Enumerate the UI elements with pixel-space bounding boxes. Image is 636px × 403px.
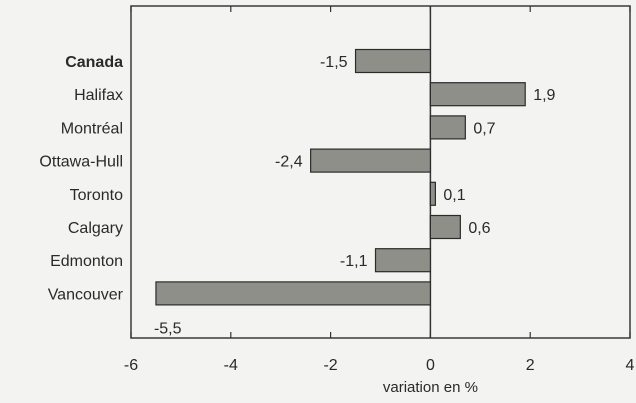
value-label-edmonton: -1,1 — [340, 253, 368, 270]
category-label-toronto: Toronto — [70, 187, 123, 204]
x-tick-label-0: -6 — [124, 357, 138, 374]
value-label-canada: -1,5 — [320, 54, 348, 71]
value-label-halifax: 1,9 — [533, 87, 555, 104]
bar-halifax — [429, 82, 526, 107]
x-tick-label-1: -4 — [224, 357, 238, 374]
value-label-vancouver: -5,5 — [154, 320, 182, 337]
category-label-calgary: Calgary — [68, 220, 123, 237]
bar-ottawa-hull — [310, 148, 432, 173]
category-label-canada: Canada — [65, 54, 123, 71]
x-tick-label-4: 2 — [526, 357, 535, 374]
x-tick-label-5: 4 — [626, 357, 635, 374]
x-tick-label-2: -2 — [323, 357, 337, 374]
bar-edmonton — [374, 248, 432, 273]
category-label-vancouver: Vancouver — [48, 286, 124, 303]
category-label-edmonton: Edmonton — [50, 253, 123, 270]
plot-frame — [130, 5, 631, 339]
category-label-montr-al: Montréal — [61, 120, 123, 137]
bar-calgary — [429, 214, 461, 240]
value-label-ottawa-hull: -2,4 — [275, 154, 303, 171]
bar-toronto — [429, 181, 436, 206]
bar-canada — [354, 48, 431, 74]
bar-montr-al — [429, 115, 466, 140]
value-label-montr-al: 0,7 — [473, 120, 495, 137]
x-axis-label: variation en % — [383, 379, 478, 396]
bar-vancouver — [155, 281, 432, 306]
category-label-halifax: Halifax — [74, 87, 123, 104]
value-label-toronto: 0,1 — [443, 187, 465, 204]
value-label-calgary: 0,6 — [468, 220, 490, 237]
category-label-ottawa-hull: Ottawa-Hull — [39, 154, 123, 171]
x-tick-label-3: 0 — [426, 357, 435, 374]
